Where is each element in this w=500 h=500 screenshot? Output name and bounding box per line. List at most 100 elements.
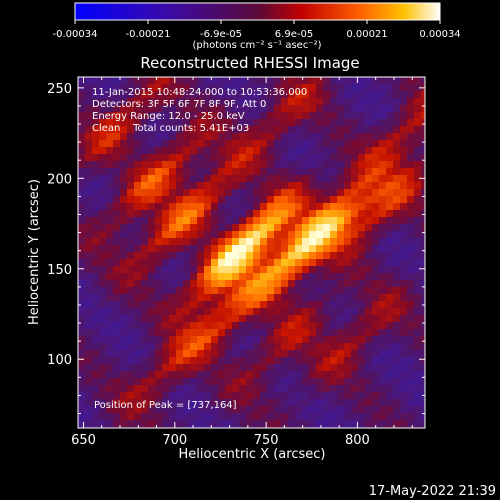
heatmap-cell (372, 119, 380, 127)
heatmap-cell (162, 147, 170, 155)
heatmap-cell (281, 252, 289, 260)
heatmap-cell (316, 322, 324, 330)
heatmap-cell (309, 343, 317, 351)
heatmap-cell (78, 217, 86, 225)
heatmap-cell (386, 399, 394, 407)
plot-frame (77, 76, 426, 429)
heatmap-cell (232, 119, 240, 127)
heatmap-cell (197, 98, 205, 106)
heatmap-cell (379, 308, 387, 316)
heatmap-cell (190, 294, 198, 302)
heatmap-cell (358, 350, 366, 358)
heatmap-cell (330, 294, 338, 302)
heatmap-cell (232, 392, 240, 400)
heatmap-cell (400, 175, 408, 183)
heatmap-cell (85, 98, 93, 106)
heatmap-cell (120, 231, 128, 239)
heatmap-cell (162, 168, 170, 176)
heatmap-cell (176, 315, 184, 323)
footer-date: 17-May-2022 21:39 (369, 484, 496, 499)
heatmap-cell (176, 84, 184, 92)
heatmap-cell (148, 406, 156, 414)
heatmap-cell (246, 133, 254, 141)
heatmap-cell (190, 350, 198, 358)
heatmap-cell (358, 189, 366, 197)
heatmap-cell (190, 147, 198, 155)
heatmap-cell (183, 357, 191, 365)
heatmap-cell (162, 126, 170, 134)
heatmap-cell (281, 364, 289, 372)
heatmap-cell (393, 182, 401, 190)
heatmap-cell (134, 112, 142, 120)
heatmap-cell (197, 259, 205, 267)
heatmap-cell (351, 420, 359, 428)
heatmap-cell (330, 231, 338, 239)
heatmap-cell (211, 336, 219, 344)
heatmap-cell (260, 399, 268, 407)
heatmap-cell (414, 133, 422, 141)
heatmap-cell (386, 217, 394, 225)
heatmap-cell (197, 84, 205, 92)
heatmap-cell (85, 392, 93, 400)
heatmap-cell (141, 259, 149, 267)
heatmap-cell (134, 77, 142, 85)
heatmap-cell (295, 140, 303, 148)
heatmap-cell (281, 231, 289, 239)
heatmap-cell (358, 154, 366, 162)
heatmap-cell (358, 77, 366, 85)
heatmap-cell (141, 301, 149, 309)
heatmap-cell (99, 287, 107, 295)
heatmap-cell (169, 350, 177, 358)
heatmap-cell (274, 182, 282, 190)
heatmap-cell (281, 399, 289, 407)
heatmap-cell (176, 175, 184, 183)
heatmap-cell (337, 154, 345, 162)
heatmap-cell (197, 154, 205, 162)
heatmap-cell (127, 294, 135, 302)
heatmap-cell (330, 112, 338, 120)
heatmap-cell (379, 350, 387, 358)
heatmap-cell (267, 175, 275, 183)
heatmap-cell (372, 147, 380, 155)
heatmap-cell (134, 385, 142, 393)
heatmap-cell (386, 385, 394, 393)
heatmap-cell (267, 182, 275, 190)
heatmap-cell (162, 140, 170, 148)
heatmap-cell (197, 392, 205, 400)
heatmap-cell (323, 84, 331, 92)
heatmap-cell (358, 357, 366, 365)
heatmap-cell (99, 133, 107, 141)
heatmap-cell (134, 259, 142, 267)
heatmap-cell (274, 91, 282, 99)
heatmap-cell (246, 175, 254, 183)
heatmap-cell (204, 294, 212, 302)
heatmap-cell (232, 259, 240, 267)
heatmap-cell (190, 280, 198, 288)
heatmap-cell (372, 301, 380, 309)
heatmap-cell (232, 77, 240, 85)
heatmap-cell (232, 133, 240, 141)
heatmap-cell (155, 77, 163, 85)
heatmap-cell (302, 245, 310, 253)
heatmap-cell (400, 210, 408, 218)
heatmap-cell (190, 385, 198, 393)
heatmap-cell (365, 392, 373, 400)
heatmap-cell (421, 147, 425, 155)
heatmap-cell (113, 364, 121, 372)
heatmap-cell (407, 315, 415, 323)
heatmap-cell (204, 308, 212, 316)
heatmap-cell (260, 112, 268, 120)
heatmap-cell (414, 196, 422, 204)
heatmap-cell (281, 238, 289, 246)
heatmap-cell (218, 126, 226, 134)
heatmap-cell (414, 385, 422, 393)
heatmap-cell (106, 301, 114, 309)
heatmap-cell (127, 357, 135, 365)
heatmap-cell (323, 133, 331, 141)
heatmap-cell (197, 161, 205, 169)
heatmap-cell (281, 98, 289, 106)
heatmap-cell (288, 217, 296, 225)
heatmap-cell (232, 385, 240, 393)
heatmap-cell (134, 399, 142, 407)
heatmap-cell (183, 224, 191, 232)
